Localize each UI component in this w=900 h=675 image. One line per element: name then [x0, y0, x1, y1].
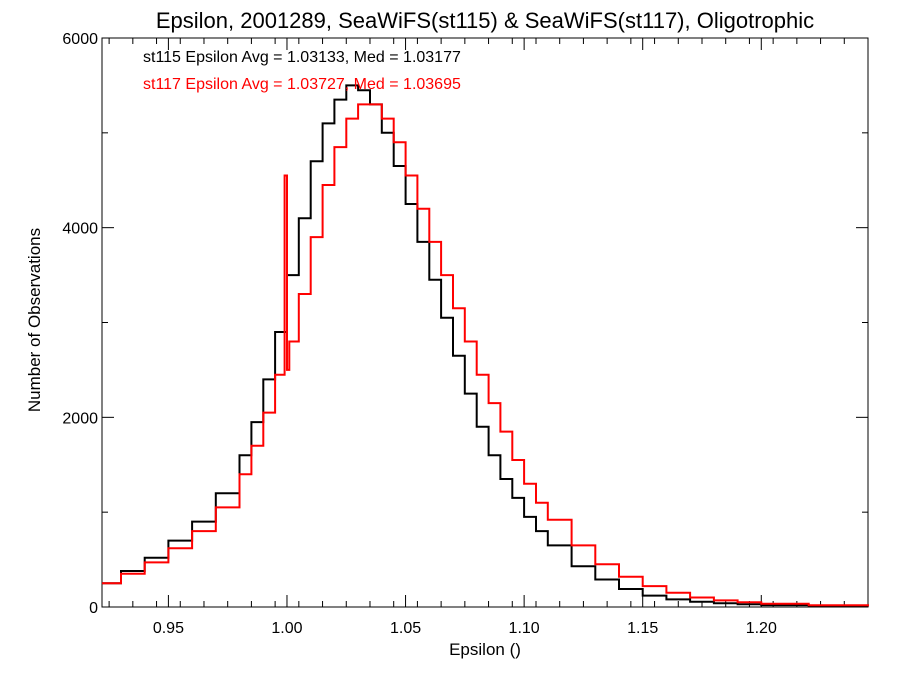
- axis-tick-labels: 0.95 1.00 1.05 1.10 1.15 1.20 0 2000 4000 6000: [62, 31, 777, 637]
- y-tick-label: 4000: [62, 221, 98, 238]
- x-axis-label: Epsilon (): [449, 640, 521, 659]
- chart-title: Epsilon, 2001289, SeaWiFS(st115) & SeaWi…: [156, 8, 814, 33]
- axis-ticks: [102, 37, 868, 608]
- x-tick-label: 1.20: [746, 620, 777, 637]
- y-tick-label: 2000: [62, 410, 98, 427]
- y-tick-label: 6000: [62, 31, 98, 48]
- series-line-st117: [102, 103, 869, 607]
- series-group: [102, 84, 869, 607]
- x-tick-label: 1.15: [627, 620, 658, 637]
- x-tick-label: 1.10: [509, 620, 540, 637]
- legend: st115 Epsilon Avg = 1.03133, Med = 1.031…: [143, 49, 461, 93]
- legend-entry-st117: st117 Epsilon Avg = 1.03727, Med = 1.036…: [143, 76, 461, 93]
- x-tick-label: 1.00: [271, 620, 302, 637]
- y-axis-label: Number of Observations: [25, 228, 44, 412]
- x-tick-label: 0.95: [153, 620, 184, 637]
- x-tick-label: 1.05: [390, 620, 421, 637]
- series-line-st115: [102, 84, 869, 607]
- legend-entry-st115: st115 Epsilon Avg = 1.03133, Med = 1.031…: [143, 49, 461, 66]
- y-tick-label: 0: [89, 600, 98, 617]
- plot-area: [101, 37, 869, 608]
